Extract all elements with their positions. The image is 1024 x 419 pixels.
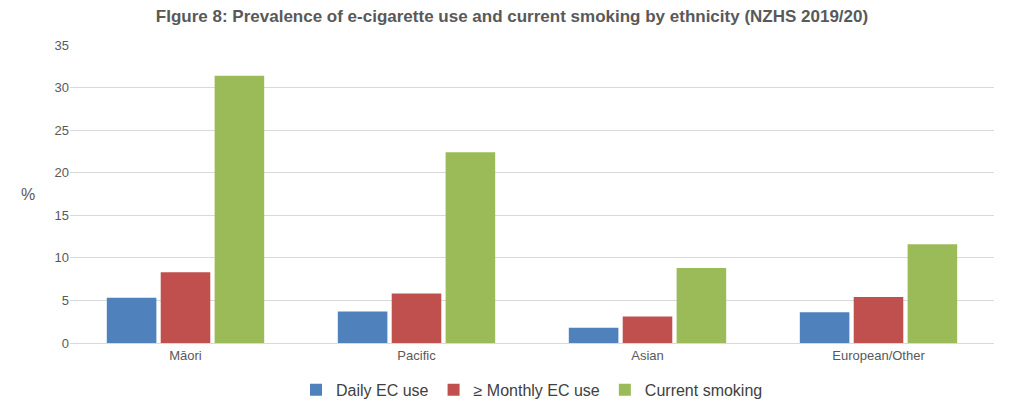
svg-text:Pacific: Pacific [397, 348, 436, 363]
svg-text:0: 0 [62, 336, 69, 351]
svg-text:Māori: Māori [169, 348, 202, 363]
svg-text:5: 5 [62, 293, 69, 308]
svg-text:≥ Monthly EC use: ≥ Monthly EC use [474, 382, 600, 399]
svg-text:20: 20 [55, 165, 69, 180]
svg-text:15: 15 [55, 208, 69, 223]
svg-text:25: 25 [55, 123, 69, 138]
svg-text:Daily EC use: Daily EC use [336, 382, 429, 399]
svg-text:European/Other: European/Other [832, 348, 925, 363]
svg-text:%: % [21, 186, 35, 203]
svg-text:10: 10 [55, 250, 69, 265]
svg-text:FIgure 8: Prevalence of e-ciga: FIgure 8: Prevalence of e-cigarette use … [156, 7, 868, 26]
svg-text:Asian: Asian [631, 348, 664, 363]
svg-text:Current smoking: Current smoking [645, 382, 762, 399]
svg-text:30: 30 [55, 80, 69, 95]
svg-text:35: 35 [55, 38, 69, 53]
